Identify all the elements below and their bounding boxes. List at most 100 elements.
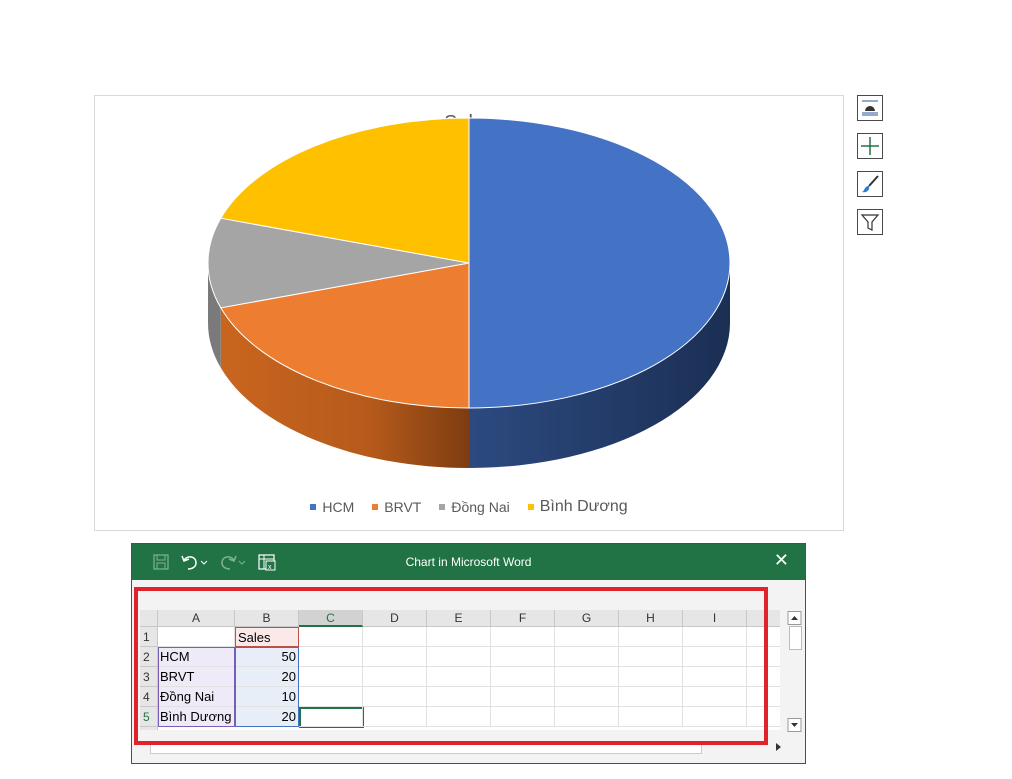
empty-cell[interactable] [363,647,427,667]
empty-cell[interactable] [491,687,555,707]
layout-options-button[interactable] [857,95,883,121]
chart-styles-icon [862,175,879,193]
empty-cell[interactable] [363,687,427,707]
pie-slice-dong-nai[interactable] [207,217,470,309]
column-header-b[interactable]: B [235,610,299,627]
column-header-d[interactable]: D [363,610,427,627]
row-header-5[interactable]: 5 [140,707,158,727]
spreadsheet-grid[interactable]: A B C D E F G H I J 1 2 3 4 5 Sales HCM … [140,610,780,730]
cell-b1[interactable]: Sales [235,627,299,647]
undo-icon[interactable] [180,553,208,571]
save-icon[interactable] [152,553,170,571]
select-all-corner[interactable] [140,610,158,627]
empty-cell[interactable] [555,647,619,667]
empty-cell[interactable] [555,627,619,647]
chart-styles-button[interactable] [857,171,883,197]
cell-b5[interactable]: 20 [235,707,299,727]
empty-cell[interactable] [299,627,363,647]
row-header-1[interactable]: 1 [140,627,158,647]
chart-legend[interactable]: HCM BRVT Đồng Nai Bình Dương [95,498,843,516]
column-header-h[interactable]: H [619,610,683,627]
column-header-e[interactable]: E [427,610,491,627]
column-header-c[interactable]: C [299,610,363,627]
empty-cell[interactable] [619,667,683,687]
empty-cell[interactable] [555,687,619,707]
empty-cell[interactable] [363,667,427,687]
empty-cell[interactable] [427,647,491,667]
empty-cell[interactable] [491,647,555,667]
empty-cell[interactable] [299,707,363,727]
empty-cell[interactable] [747,667,780,687]
redo-icon[interactable] [218,553,246,571]
empty-cell[interactable] [747,627,780,647]
cell-a5[interactable]: Bình Dương [158,707,235,727]
chart-elements-button[interactable] [857,133,883,159]
column-header-j[interactable]: J [747,610,780,627]
close-button[interactable]: ✕ [773,550,789,570]
empty-cell[interactable] [619,687,683,707]
legend-item-hcm: HCM [310,498,354,516]
empty-cell[interactable] [683,667,747,687]
scroll-down-icon[interactable] [787,718,803,732]
empty-cell[interactable] [491,707,555,727]
empty-cell[interactable] [299,687,363,707]
row-header-4[interactable]: 4 [140,687,158,707]
chart-filters-button[interactable] [857,209,883,235]
pie-slice-dong-nai-side[interactable] [208,263,221,368]
empty-cell[interactable] [427,667,491,687]
empty-cell[interactable] [427,707,491,727]
row-header-6[interactable] [140,727,158,730]
window-title: Chart in Microsoft Word [405,555,532,569]
pie-slice-hcm-side[interactable] [469,263,730,468]
empty-cell[interactable] [363,627,427,647]
empty-cell[interactable] [683,627,747,647]
pie-slice-brvt[interactable] [219,262,470,409]
empty-cell[interactable] [619,627,683,647]
empty-cell[interactable] [491,627,555,647]
active-cell-c5[interactable] [299,707,364,728]
empty-cell[interactable] [747,707,780,727]
column-header-f[interactable]: F [491,610,555,627]
cell-a2[interactable]: HCM [158,647,235,667]
empty-cell[interactable] [555,707,619,727]
cell-a3[interactable]: BRVT [158,667,235,687]
pie-chart-3d[interactable] [95,96,845,532]
cell-a1[interactable] [158,627,235,647]
empty-cell[interactable] [683,647,747,667]
horizontal-scrollbar[interactable] [140,740,786,754]
scroll-up-icon[interactable] [787,611,803,625]
row-header-2[interactable]: 2 [140,647,158,667]
empty-cell[interactable] [555,667,619,687]
edit-data-in-excel-icon[interactable]: x [258,553,276,571]
empty-cell[interactable] [363,707,427,727]
empty-cell[interactable] [299,667,363,687]
empty-cell[interactable] [619,707,683,727]
empty-cell[interactable] [427,687,491,707]
cell-a4[interactable]: Đồng Nai [158,687,235,707]
empty-cell[interactable] [427,627,491,647]
empty-cell[interactable] [683,707,747,727]
column-header-g[interactable]: G [555,610,619,627]
chart-data-window[interactable]: x Chart in Microsoft Word ✕ A B C D E F … [131,543,806,764]
vertical-scroll-thumb[interactable] [789,626,802,650]
pie-slice-binh-duong[interactable] [219,117,470,264]
cell-b2[interactable]: 50 [235,647,299,667]
empty-cell[interactable] [491,667,555,687]
pie-slice-hcm[interactable] [468,117,731,409]
empty-cell[interactable] [619,647,683,667]
column-header-a[interactable]: A [158,610,235,627]
horizontal-scroll-thumb[interactable] [150,742,702,754]
empty-cell[interactable] [299,647,363,667]
empty-cell[interactable] [747,647,780,667]
vertical-scrollbar[interactable] [787,610,803,734]
column-header-i[interactable]: I [683,610,747,627]
row-header-3[interactable]: 3 [140,667,158,687]
formula-bar[interactable] [132,580,805,610]
empty-cell[interactable] [683,687,747,707]
chart-area[interactable]: Sales HCM BRVT Đồng Nai Bình Dương [94,95,844,531]
scroll-right-icon[interactable] [772,741,784,753]
pie-slice-brvt-side[interactable] [220,307,469,468]
cell-b4[interactable]: 10 [235,687,299,707]
empty-cell[interactable] [747,687,780,707]
cell-b3[interactable]: 20 [235,667,299,687]
